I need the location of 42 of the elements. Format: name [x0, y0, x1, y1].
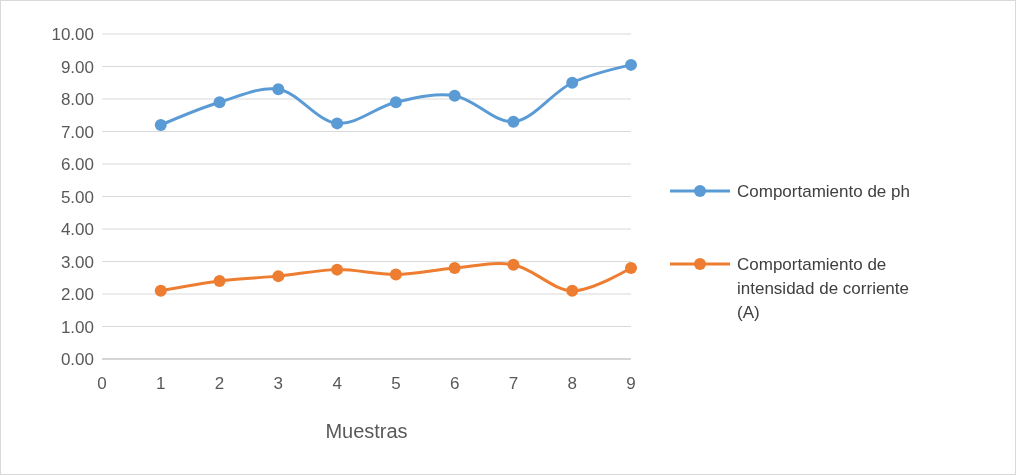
legend-label: Comportamiento de intensidad de corriente (A): [737, 255, 910, 322]
x-tick-label: 1: [156, 374, 166, 393]
point: [331, 263, 344, 276]
point: [154, 284, 167, 297]
legend-label: Comportamiento de ph: [737, 182, 910, 201]
point: [566, 284, 579, 297]
x-tick-label: 9: [626, 374, 636, 393]
point: [507, 258, 520, 271]
y-tick-label: 7.00: [60, 122, 94, 142]
x-tick-label: 7: [508, 374, 519, 393]
y-tick-label: 3.00: [60, 252, 94, 272]
point: [448, 89, 461, 102]
y-tick-label: 2.00: [60, 285, 94, 304]
y-tick-label: 10.00: [51, 25, 94, 44]
x-tick-label: 4: [332, 374, 342, 393]
y-tick-label: 8.00: [60, 90, 94, 109]
x-tick-label: 6: [449, 374, 460, 393]
y-tick-label: 4.00: [60, 220, 94, 239]
point: [448, 262, 461, 274]
x-tick-label: 0: [97, 374, 107, 393]
x-tick-label: 3: [273, 374, 284, 393]
point: [213, 275, 226, 287]
point: [507, 115, 520, 128]
y-tick-label: 6.00: [60, 155, 94, 174]
point: [272, 83, 285, 96]
y-tick-label: 0.00: [60, 350, 94, 369]
x-tick-label: 5: [391, 374, 401, 393]
point: [625, 262, 637, 274]
x-tick-label: 2: [214, 374, 225, 393]
point: [566, 76, 579, 89]
point: [389, 96, 402, 109]
point: [625, 58, 637, 71]
x-tick-label: 8: [567, 374, 577, 393]
y-tick-label: 5.00: [60, 187, 94, 207]
point: [272, 270, 285, 283]
point: [331, 117, 344, 130]
point: [154, 119, 167, 131]
y-tick-label: 1.00: [60, 317, 94, 337]
point: [213, 96, 226, 109]
x-axis-title: Muestras: [325, 420, 408, 442]
point: [389, 268, 402, 281]
y-tick-label: 9.00: [60, 57, 94, 77]
